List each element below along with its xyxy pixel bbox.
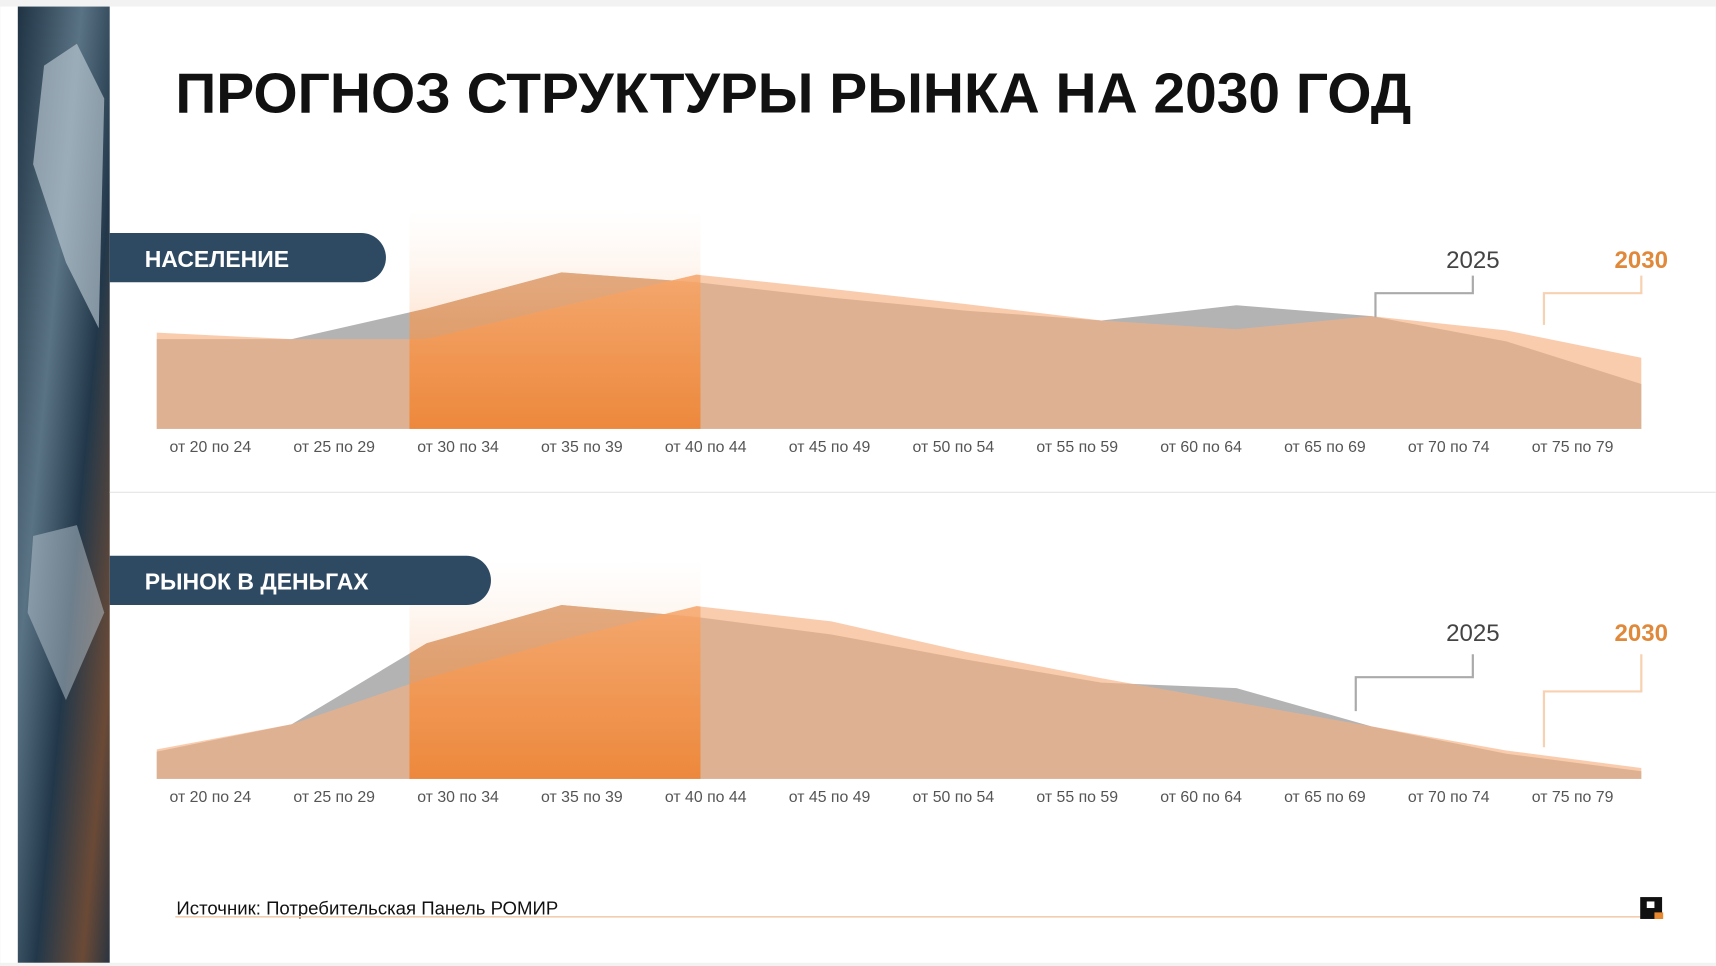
title-pill bbox=[109, 233, 386, 283]
chart-title: РЫНОК В ДЕНЬГАХ bbox=[145, 569, 370, 595]
highlight-overlay bbox=[409, 272, 701, 429]
x-tick-label: от 35 по 39 bbox=[541, 789, 623, 806]
x-tick-label: от 20 по 24 bbox=[170, 789, 252, 806]
x-tick-label: от 55 по 59 bbox=[1036, 789, 1118, 806]
legend-label: 2030 bbox=[1615, 247, 1669, 274]
legend-label: 2025 bbox=[1446, 247, 1500, 274]
x-tick-label: от 30 по 34 bbox=[417, 439, 499, 456]
slide-bg bbox=[0, 6, 1716, 963]
x-tick-label: от 70 по 74 bbox=[1408, 789, 1490, 806]
x-tick-label: от 25 по 29 bbox=[293, 439, 375, 456]
x-tick-label: от 70 по 74 bbox=[1408, 439, 1490, 456]
x-tick-label: от 25 по 29 bbox=[293, 789, 375, 806]
charts: от 20 по 24 от 25 по 29 от 30 по 34 от 35 п… bbox=[109, 210, 1669, 806]
source: Источник: Потребительская Панель РОМИР bbox=[176, 898, 558, 919]
legend-bracket bbox=[1374, 275, 1474, 318]
legend-bracket bbox=[1542, 654, 1643, 748]
x-tick-label: от 60 по 64 bbox=[1160, 439, 1242, 456]
chart-title: НАСЕЛЕНИЕ bbox=[145, 246, 289, 272]
logo bbox=[1654, 912, 1664, 919]
legend-bracket bbox=[1354, 654, 1474, 712]
highlight-area bbox=[409, 606, 701, 779]
highlight-overlay bbox=[409, 604, 701, 779]
x-tick-label: от 75 по 79 bbox=[1532, 439, 1614, 456]
x-tick-label: от 40 по 44 bbox=[665, 789, 747, 806]
x-tick-label: от 65 по 69 bbox=[1284, 789, 1366, 806]
legend-label: 2025 bbox=[1446, 620, 1500, 647]
logo bbox=[1646, 901, 1655, 909]
x-tick-label: от 55 по 59 bbox=[1036, 439, 1118, 456]
legend-label: 2030 bbox=[1615, 620, 1669, 647]
title-pill bbox=[109, 555, 491, 605]
x-tick-label: от 45 по 49 bbox=[789, 439, 871, 456]
title: ПРОГНОЗ СТРУКТУРЫ РЫНКА НА 2030 ГОД bbox=[175, 63, 1411, 126]
x-tick-label: от 60 по 64 bbox=[1160, 789, 1242, 806]
x-tick-label: от 75 по 79 bbox=[1532, 789, 1614, 806]
x-tick-label: от 65 по 69 bbox=[1284, 439, 1366, 456]
legend-bracket bbox=[1542, 275, 1643, 325]
x-tick-label: от 30 по 34 bbox=[417, 789, 499, 806]
highlight-area bbox=[409, 274, 701, 429]
x-tick-label: от 45 по 49 bbox=[789, 789, 871, 806]
x-tick-label: от 50 по 54 bbox=[913, 439, 995, 456]
x-tick-label: от 40 по 44 bbox=[665, 439, 747, 456]
x-tick-label: от 35 по 39 bbox=[541, 439, 623, 456]
x-tick-label: от 50 по 54 bbox=[913, 789, 995, 806]
crystal bbox=[33, 43, 105, 329]
x-tick-label: от 20 по 24 bbox=[170, 439, 252, 456]
